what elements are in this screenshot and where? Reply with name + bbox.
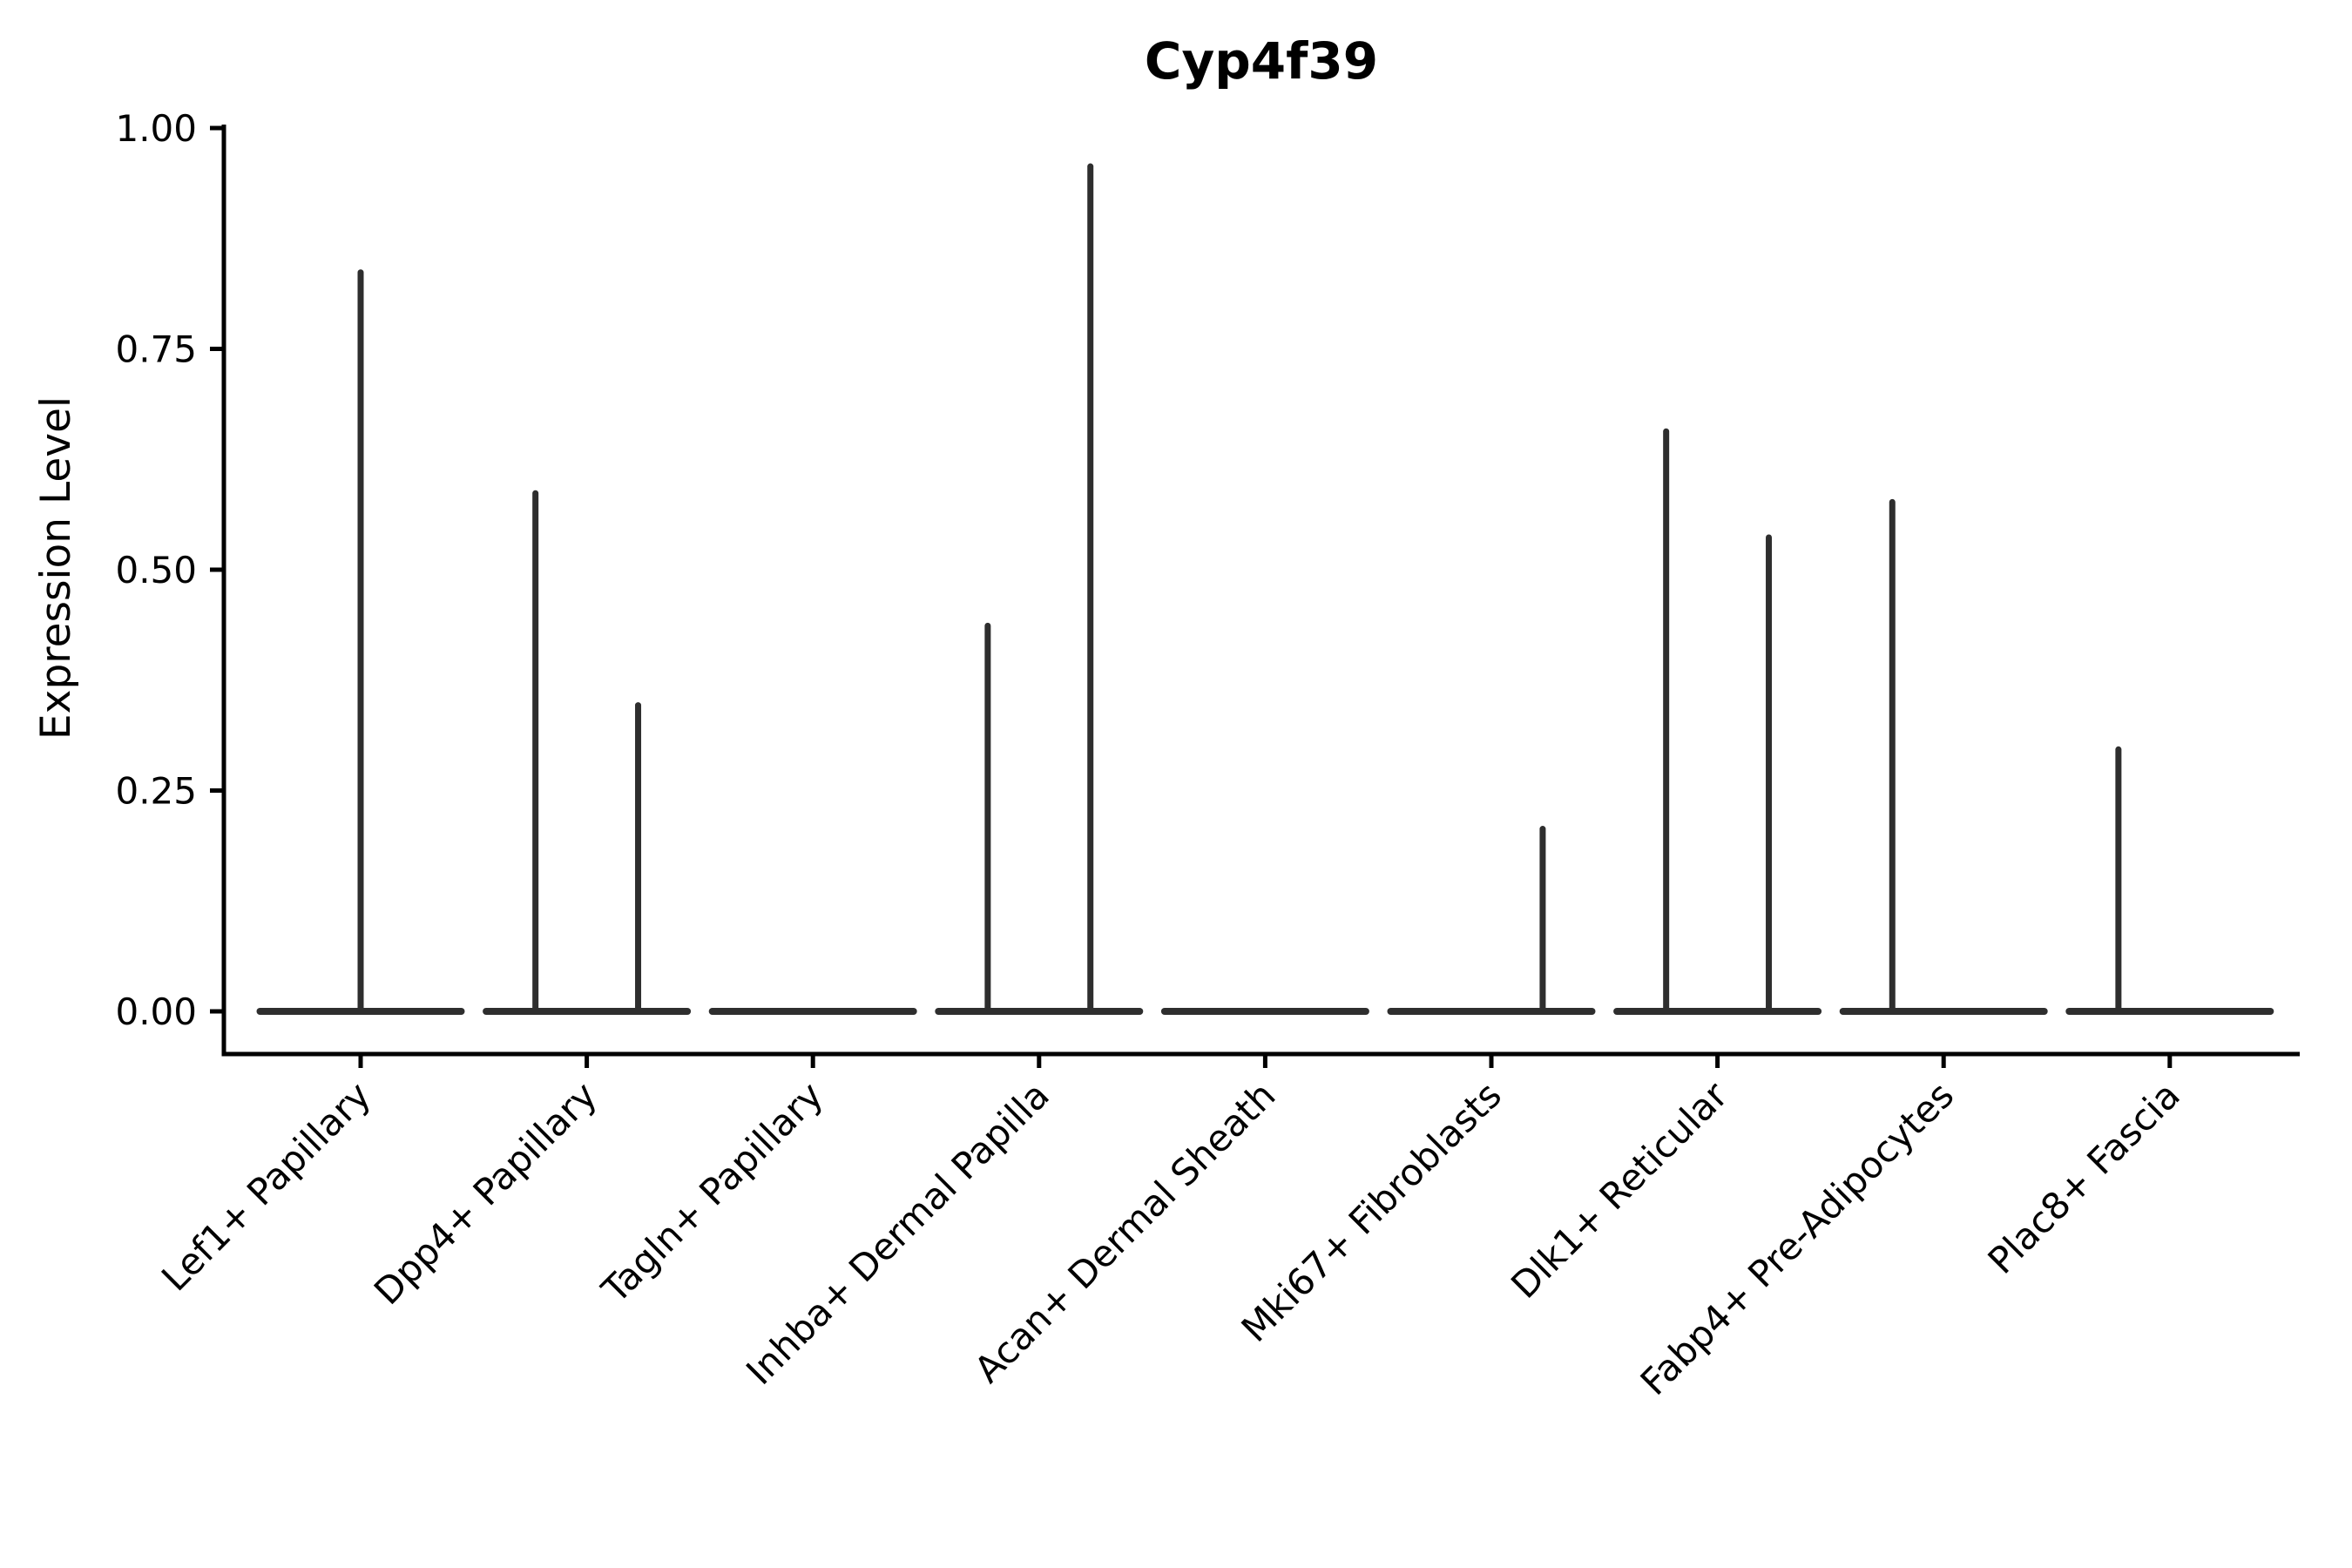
violin-baseline <box>2065 1008 2274 1015</box>
x-tick-label: Dlk1+ Reticular <box>1503 1073 1736 1307</box>
y-tick-label: 0.50 <box>115 549 197 591</box>
violin-spike <box>1087 163 1094 1011</box>
violin-spike <box>357 269 364 1011</box>
axes-layer: 0.00 0.25 0.50 0.75 1.00 Lef1+ PapillaryDpp4+… <box>115 107 2300 1403</box>
violin-spike <box>1663 428 1670 1011</box>
violin <box>483 490 692 1015</box>
violin-baseline <box>1160 1008 1369 1015</box>
x-tick-label: Lef1+ Papillary <box>153 1073 379 1299</box>
x-tick-label: Tagln+ Papillary <box>593 1073 831 1311</box>
y-tick-label: 0.00 <box>115 990 197 1033</box>
violin-baseline <box>1613 1008 1822 1015</box>
violin-baseline <box>708 1008 917 1015</box>
x-tick-label: Mki67+ Fibroblasts <box>1233 1073 1510 1349</box>
violin <box>1613 428 1822 1015</box>
violin-spike <box>1766 534 1773 1011</box>
violin <box>1839 498 2048 1015</box>
y-tick-label: 1.00 <box>115 107 197 150</box>
violin-baseline <box>1387 1008 1596 1015</box>
violin-baseline <box>483 1008 692 1015</box>
violin <box>2065 746 2274 1015</box>
violin-spike <box>1539 826 1546 1011</box>
violin-spike <box>2115 746 2122 1011</box>
violin-baseline <box>1839 1008 2048 1015</box>
violin-spike <box>532 490 539 1011</box>
y-tick-label: 0.25 <box>115 770 197 813</box>
chart-title: Cyp4f39 <box>1145 31 1378 91</box>
y-tick-label: 0.75 <box>115 328 197 371</box>
violin <box>935 163 1144 1015</box>
violin-spike <box>1889 498 1896 1011</box>
violin <box>256 269 465 1015</box>
violin-spike <box>984 622 991 1011</box>
violin <box>1160 1008 1369 1015</box>
x-tick-label: Dpp4+ Papillary <box>366 1073 605 1313</box>
x-tick-label: Plac8+ Fascia <box>1980 1073 2188 1281</box>
violin <box>1387 826 1596 1015</box>
y-axis-label: Expression Level <box>32 396 80 740</box>
violin <box>708 1008 917 1015</box>
violin-baseline <box>935 1008 1144 1015</box>
violin-spike <box>635 702 642 1011</box>
violin-layer <box>256 163 2274 1015</box>
